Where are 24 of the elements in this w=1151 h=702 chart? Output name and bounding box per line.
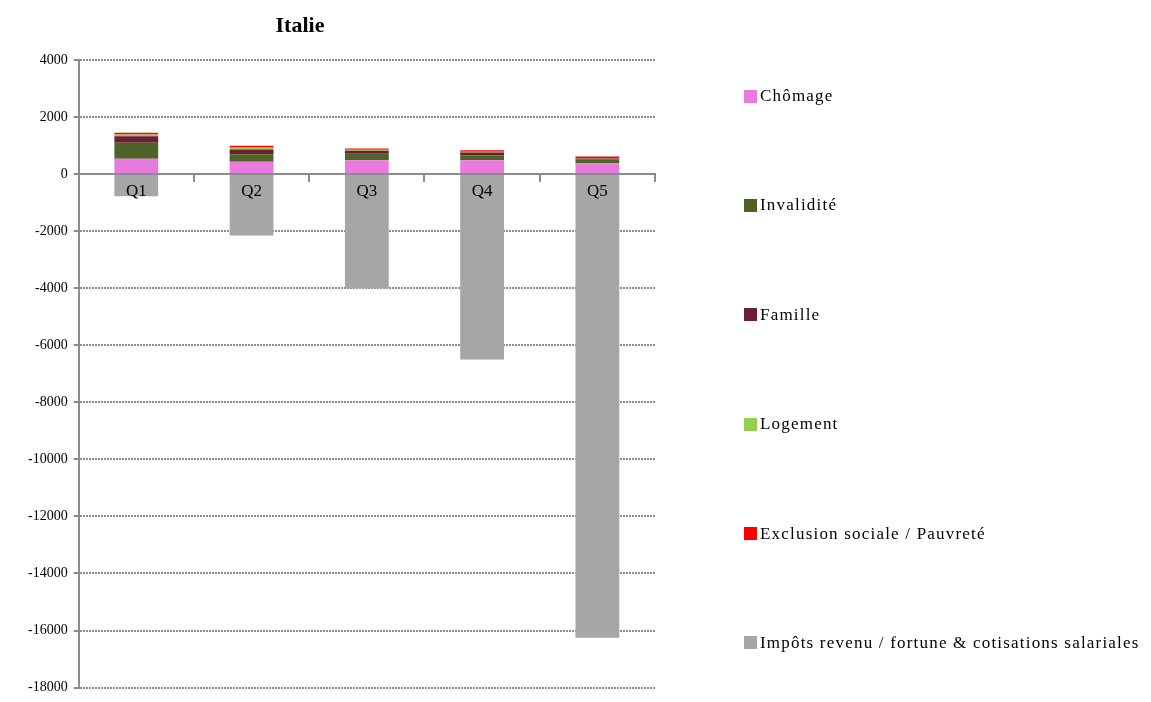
- y-tick-label: -18000: [27, 679, 68, 695]
- x-tick-label: Q2: [241, 180, 262, 200]
- legend-label: Impôts revenu / fortune & cotisations salariales: [760, 632, 1140, 653]
- y-tick-label: 4000: [39, 51, 68, 67]
- y-tick-label: 0: [60, 165, 68, 181]
- y-tick-label: -6000: [34, 336, 68, 352]
- y-tick-label: -4000: [34, 279, 68, 295]
- x-tick-label: Q5: [586, 180, 608, 200]
- chart-title: Italie: [274, 12, 326, 38]
- y-tick-label: -10000: [27, 451, 68, 467]
- y-tick-label: -14000: [27, 565, 68, 581]
- legend-label: Chômage: [760, 86, 834, 106]
- y-tick-label: 2000: [39, 108, 68, 124]
- legend-label: Exclusion sociale / Pauvreté: [760, 523, 986, 544]
- x-tick-label: Q4: [471, 180, 493, 200]
- y-tick-label: -2000: [34, 222, 68, 238]
- legend-label: Invalidité: [760, 195, 838, 216]
- y-tick-label: -8000: [34, 394, 68, 409]
- legend-label: Logement: [760, 414, 839, 435]
- y-tick-label: -12000: [27, 508, 68, 524]
- x-tick-label: Q3: [356, 180, 378, 200]
- x-tick-label: Q1: [125, 180, 147, 200]
- legend-label: Famille: [760, 304, 821, 325]
- y-tick-label: -16000: [27, 622, 68, 638]
